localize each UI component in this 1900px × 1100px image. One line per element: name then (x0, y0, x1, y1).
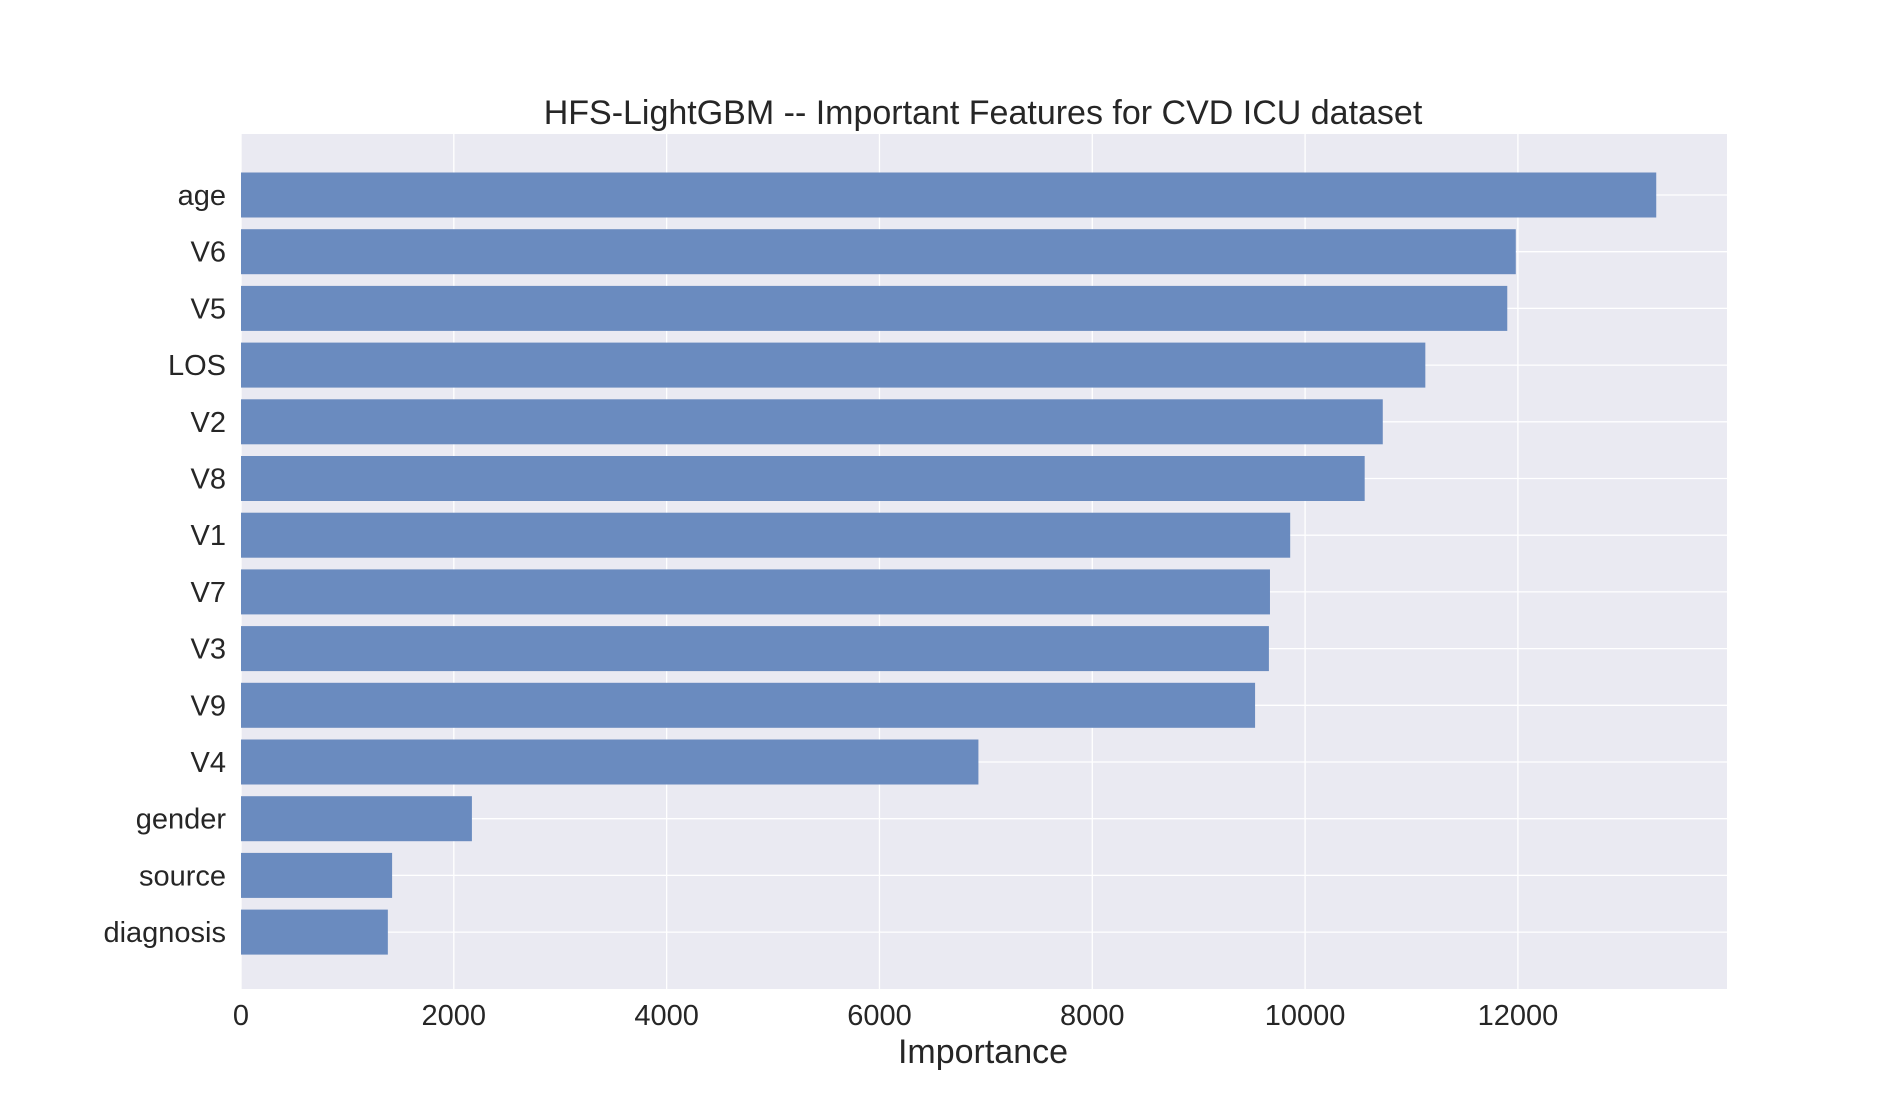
y-tick-label: diagnosis (103, 917, 226, 949)
y-tick-label: V5 (191, 293, 226, 325)
x-tick-label: 2000 (422, 1000, 487, 1032)
x-tick-label: 0 (233, 1000, 249, 1032)
x-tick-labels: 0 2000 4000 6000 8000 10000 12000 (233, 1000, 1558, 1032)
bar-los (241, 342, 1426, 388)
y-tick-label: V1 (191, 520, 226, 552)
bars (241, 172, 1657, 955)
bar-v1 (241, 512, 1291, 558)
bar-diagnosis (241, 909, 388, 955)
bar-v9 (241, 682, 1256, 728)
y-tick-label: V9 (191, 690, 226, 722)
bar-v2 (241, 399, 1383, 445)
bar-v6 (241, 229, 1516, 275)
bar-gender (241, 796, 472, 842)
y-tick-label: age (178, 180, 226, 212)
y-tick-label: gender (136, 804, 227, 836)
bar-age (241, 172, 1657, 218)
y-tick-label: V7 (191, 577, 226, 609)
y-tick-label: V4 (191, 747, 226, 779)
y-tick-label: V2 (191, 407, 226, 439)
y-tick-labels: age V6 V5 LOS V2 V8 V1 V7 V3 V9 V4 gender source diag… (103, 180, 226, 949)
x-tick-label: 10000 (1265, 1000, 1346, 1032)
bar-v8 (241, 456, 1365, 501)
y-tick-label: LOS (168, 350, 226, 382)
y-tick-label: V3 (191, 634, 226, 666)
x-tick-label: 4000 (634, 1000, 699, 1032)
y-tick-label: V6 (191, 237, 226, 269)
x-axis-label: Importance (898, 1033, 1068, 1071)
plot-background (241, 134, 1727, 989)
bar-v4 (241, 739, 979, 785)
y-tick-label: V8 (191, 464, 226, 496)
bar-v5 (241, 285, 1508, 331)
bar-v3 (241, 626, 1269, 672)
x-tick-label: 6000 (847, 1000, 912, 1032)
x-tick-label: 12000 (1478, 1000, 1559, 1032)
chart-title: HFS-LightGBM -- Important Features for C… (544, 94, 1423, 132)
y-tick-label: source (139, 860, 226, 892)
bar-v7 (241, 569, 1270, 615)
bar-source (241, 852, 393, 898)
x-tick-label: 8000 (1060, 1000, 1125, 1032)
